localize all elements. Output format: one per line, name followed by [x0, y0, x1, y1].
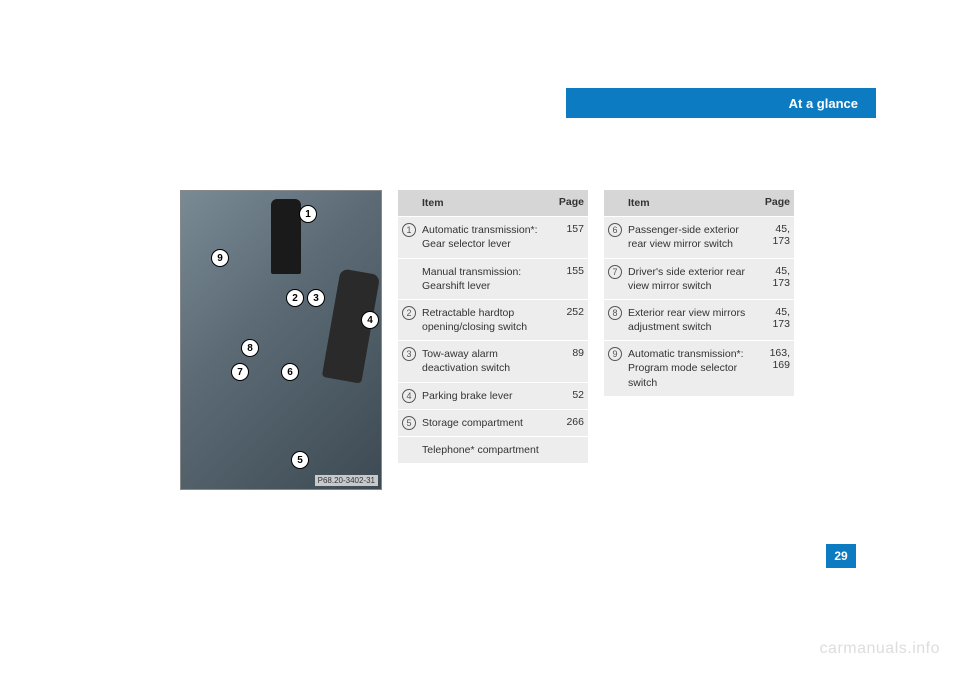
- row-page: 45, 173: [758, 300, 794, 340]
- row-item: Automatic transmission*: Gear selector l…: [420, 217, 552, 257]
- table-row: 2 Retractable hardtop opening/closing swi…: [398, 299, 588, 340]
- header-item: Item: [626, 190, 758, 216]
- callout-5: 5: [291, 451, 309, 469]
- callout-9: 9: [211, 249, 229, 267]
- table-row: 3 Tow-away alarm deactivation switch89: [398, 340, 588, 381]
- row-item: Telephone* compartment: [420, 437, 552, 463]
- table-row: 8 Exterior rear view mirrors adjustment s…: [604, 299, 794, 340]
- table-row: 1 Automatic transmission*: Gear selector …: [398, 216, 588, 257]
- row-number: 9: [604, 341, 626, 396]
- row-item: Automatic transmission*: Program mode se…: [626, 341, 758, 396]
- page-number: 29: [826, 544, 856, 568]
- row-page: 157: [552, 217, 588, 257]
- header-spacer: [398, 190, 420, 216]
- table-row: 7 Driver's side exterior rear view mirror…: [604, 258, 794, 299]
- row-page: [552, 437, 588, 463]
- number-circle: 1: [402, 223, 416, 237]
- number-circle: 7: [608, 265, 622, 279]
- callout-8: 8: [241, 339, 259, 357]
- row-item: Driver's side exterior rear view mirror …: [626, 259, 758, 299]
- page-number-text: 29: [834, 549, 847, 563]
- header-page: Page: [758, 190, 794, 216]
- callout-3: 3: [307, 289, 325, 307]
- manual-page: At a glance P68.20-3402-31 192348765 Ite…: [0, 0, 960, 678]
- table-row: 4 Parking brake lever52: [398, 382, 588, 409]
- callout-6: 6: [281, 363, 299, 381]
- callout-4: 4: [361, 311, 379, 329]
- row-page: 155: [552, 259, 588, 299]
- table-row: Manual transmission: Gearshift lever155: [398, 258, 588, 299]
- row-number: [398, 259, 420, 299]
- row-number: 5: [398, 410, 420, 436]
- number-circle: 5: [402, 416, 416, 430]
- section-tab: At a glance: [566, 88, 876, 118]
- row-page: 266: [552, 410, 588, 436]
- header-page: Page: [552, 190, 588, 216]
- row-number: 1: [398, 217, 420, 257]
- table-header: Item Page: [604, 190, 794, 216]
- number-circle: 9: [608, 347, 622, 361]
- table-header: Item Page: [398, 190, 588, 216]
- row-item: Manual transmission: Gearshift lever: [420, 259, 552, 299]
- row-number: 8: [604, 300, 626, 340]
- row-item: Exterior rear view mirrors adjustment sw…: [626, 300, 758, 340]
- row-item: Parking brake lever: [420, 383, 552, 409]
- table-row: 9 Automatic transmission*: Program mode s…: [604, 340, 794, 396]
- row-item: Retractable hardtop opening/closing swit…: [420, 300, 552, 340]
- figure-caption: P68.20-3402-31: [315, 475, 378, 486]
- watermark: carmanuals.info: [820, 640, 940, 658]
- callout-2: 2: [286, 289, 304, 307]
- number-circle: 8: [608, 306, 622, 320]
- row-number: 4: [398, 383, 420, 409]
- row-page: 45, 173: [758, 217, 794, 257]
- row-number: 6: [604, 217, 626, 257]
- number-circle: 6: [608, 223, 622, 237]
- row-item: Tow-away alarm deactivation switch: [420, 341, 552, 381]
- number-circle: 3: [402, 347, 416, 361]
- row-item: Passenger-side exterior rear view mirror…: [626, 217, 758, 257]
- section-tab-label: At a glance: [789, 96, 858, 111]
- parts-table-1: Item Page 1 Automatic transmission*: Gear…: [398, 190, 588, 463]
- row-number: 3: [398, 341, 420, 381]
- header-item: Item: [420, 190, 552, 216]
- center-console-photo: P68.20-3402-31 1 9 23 4 8 7 6 5: [180, 190, 382, 490]
- row-page: 163, 169: [758, 341, 794, 396]
- row-page: 52: [552, 383, 588, 409]
- row-item: Storage compartment: [420, 410, 552, 436]
- header-spacer: [604, 190, 626, 216]
- callout-1: 1: [299, 205, 317, 223]
- row-number: [398, 437, 420, 463]
- row-page: 252: [552, 300, 588, 340]
- callout-7: 7: [231, 363, 249, 381]
- table-row: 5 Storage compartment266: [398, 409, 588, 436]
- row-page: 45, 173: [758, 259, 794, 299]
- row-number: 7: [604, 259, 626, 299]
- number-circle: 2: [402, 306, 416, 320]
- row-page: 89: [552, 341, 588, 381]
- number-circle: 4: [402, 389, 416, 403]
- table-row: Telephone* compartment: [398, 436, 588, 463]
- parts-table-2: Item Page 6 Passenger-side exterior rear …: [604, 190, 794, 396]
- row-number: 2: [398, 300, 420, 340]
- table-row: 6 Passenger-side exterior rear view mirro…: [604, 216, 794, 257]
